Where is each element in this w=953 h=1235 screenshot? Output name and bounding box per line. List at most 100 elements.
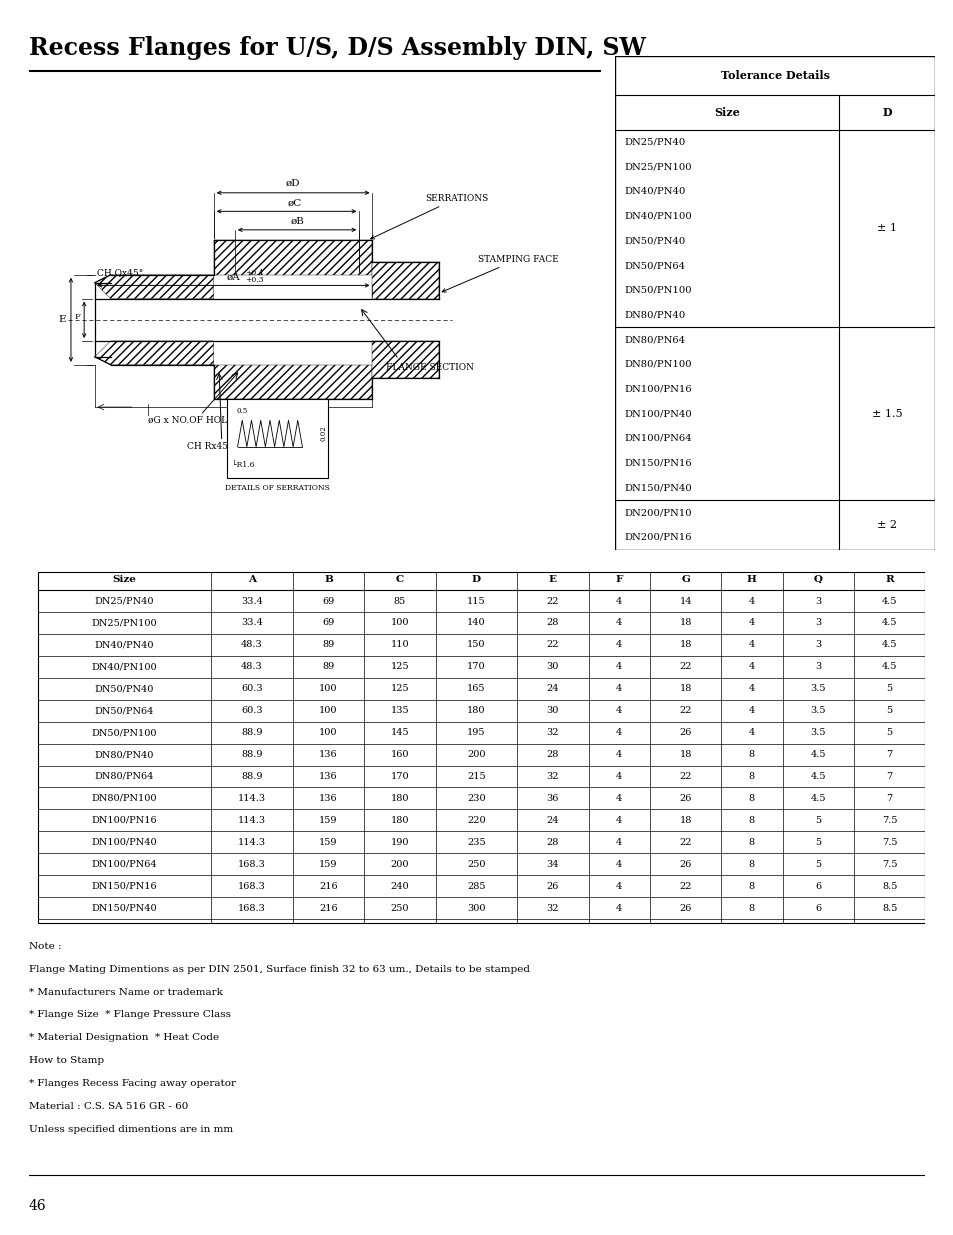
Text: 5: 5	[885, 729, 892, 737]
Text: øC: øC	[287, 199, 301, 207]
Text: 180: 180	[390, 794, 409, 803]
Text: 30: 30	[546, 706, 558, 715]
Text: 30: 30	[546, 662, 558, 672]
Text: 33.4: 33.4	[241, 619, 262, 627]
Text: 285: 285	[467, 882, 485, 890]
Text: +0.4: +0.4	[245, 269, 264, 278]
Text: Size: Size	[714, 107, 740, 117]
Text: 190: 190	[390, 837, 409, 847]
Text: +0.3: +0.3	[245, 277, 264, 284]
Text: * Manufacturers Name or trademark: * Manufacturers Name or trademark	[29, 988, 222, 997]
Text: DN150/PN40: DN150/PN40	[91, 904, 157, 913]
Text: 136: 136	[318, 750, 337, 760]
Text: 4: 4	[748, 597, 754, 605]
Text: 4.5: 4.5	[810, 750, 825, 760]
Text: 8: 8	[748, 816, 754, 825]
Text: 220: 220	[467, 816, 485, 825]
Text: 69: 69	[322, 597, 335, 605]
Text: 5: 5	[814, 860, 821, 868]
Text: 216: 216	[318, 882, 337, 890]
Text: 165: 165	[467, 684, 485, 693]
Text: 136: 136	[318, 794, 337, 803]
Text: DETAILS OF SERRATIONS: DETAILS OF SERRATIONS	[225, 484, 330, 492]
Text: 200: 200	[467, 750, 485, 760]
Text: DN40/PN40: DN40/PN40	[624, 186, 685, 196]
Text: ± 2: ± 2	[876, 520, 896, 530]
Text: 100: 100	[319, 706, 337, 715]
Text: Recess Flanges for U/S, D/S Assembly DIN, SW: Recess Flanges for U/S, D/S Assembly DIN…	[29, 36, 645, 59]
Text: 8: 8	[748, 882, 754, 890]
Text: 115: 115	[467, 597, 485, 605]
Text: 60.3: 60.3	[241, 684, 262, 693]
Text: 6: 6	[814, 904, 821, 913]
Text: Q: Q	[813, 574, 821, 584]
Text: 150: 150	[467, 641, 485, 650]
Text: DN40/PN100: DN40/PN100	[624, 211, 692, 221]
Text: 4: 4	[616, 597, 621, 605]
Text: 32: 32	[546, 772, 558, 781]
Text: STAMPING FACE: STAMPING FACE	[441, 254, 558, 291]
Text: 22: 22	[546, 641, 558, 650]
Text: 195: 195	[467, 729, 485, 737]
Text: DN50/PN100: DN50/PN100	[91, 729, 157, 737]
Text: ± 1: ± 1	[876, 224, 896, 233]
Text: 4: 4	[616, 662, 621, 672]
Text: DN50/PN40: DN50/PN40	[94, 684, 153, 693]
Text: DN25/PN100: DN25/PN100	[91, 619, 157, 627]
Text: DN150/PN16: DN150/PN16	[624, 458, 692, 468]
Text: 18: 18	[679, 684, 691, 693]
Text: 235: 235	[467, 837, 485, 847]
Bar	[227, 399, 327, 478]
Text: 28: 28	[546, 837, 558, 847]
Text: DN50/PN64: DN50/PN64	[624, 261, 685, 270]
Text: D: D	[882, 107, 891, 117]
Text: DN80/PN100: DN80/PN100	[91, 794, 157, 803]
Text: 7: 7	[885, 750, 892, 760]
Text: 88.9: 88.9	[241, 772, 262, 781]
Text: 22: 22	[679, 882, 691, 890]
Text: 34: 34	[546, 860, 558, 868]
Text: 7.5: 7.5	[881, 860, 897, 868]
Text: DN50/PN40: DN50/PN40	[624, 236, 685, 246]
Text: 4.5: 4.5	[881, 662, 897, 672]
Polygon shape	[94, 341, 213, 364]
Text: 26: 26	[679, 904, 691, 913]
Text: DN100/PN40: DN100/PN40	[624, 409, 692, 419]
Text: CH Rx45°: CH Rx45°	[187, 442, 233, 451]
Text: 4: 4	[616, 641, 621, 650]
Text: G: G	[680, 574, 689, 584]
Text: 5: 5	[814, 837, 821, 847]
Text: D: D	[472, 574, 480, 584]
Text: └R1.6: └R1.6	[233, 461, 254, 469]
Text: 8: 8	[748, 904, 754, 913]
Text: 180: 180	[467, 706, 485, 715]
Text: 26: 26	[679, 860, 691, 868]
Text: 100: 100	[390, 619, 409, 627]
Text: øD: øD	[286, 179, 300, 188]
Text: 22: 22	[679, 837, 691, 847]
Text: 4: 4	[616, 706, 621, 715]
Text: DN40/PN40: DN40/PN40	[94, 641, 154, 650]
Text: E: E	[548, 574, 557, 584]
Text: C: C	[395, 574, 403, 584]
Text: 8: 8	[748, 837, 754, 847]
Text: 33.4: 33.4	[241, 597, 262, 605]
Text: 46: 46	[29, 1199, 46, 1213]
Text: Flange Mating Dimentions as per DIN 2501, Surface finish 32 to 63 um., Details t: Flange Mating Dimentions as per DIN 2501…	[29, 965, 529, 973]
Text: DN40/PN100: DN40/PN100	[91, 662, 157, 672]
Text: 5: 5	[814, 816, 821, 825]
Text: 8: 8	[748, 860, 754, 868]
Text: DN50/PN100: DN50/PN100	[624, 285, 692, 295]
Text: 250: 250	[390, 904, 409, 913]
Text: 114.3: 114.3	[237, 794, 266, 803]
Text: 180: 180	[390, 816, 409, 825]
Text: DN150/PN16: DN150/PN16	[91, 882, 157, 890]
Text: Size: Size	[112, 574, 136, 584]
Text: 4.5: 4.5	[810, 794, 825, 803]
Text: 100: 100	[319, 729, 337, 737]
Text: DN100/PN40: DN100/PN40	[91, 837, 157, 847]
Text: 26: 26	[679, 794, 691, 803]
Text: DN80/PN64: DN80/PN64	[624, 335, 685, 345]
Text: DN100/PN16: DN100/PN16	[624, 384, 692, 394]
Text: 18: 18	[679, 619, 691, 627]
